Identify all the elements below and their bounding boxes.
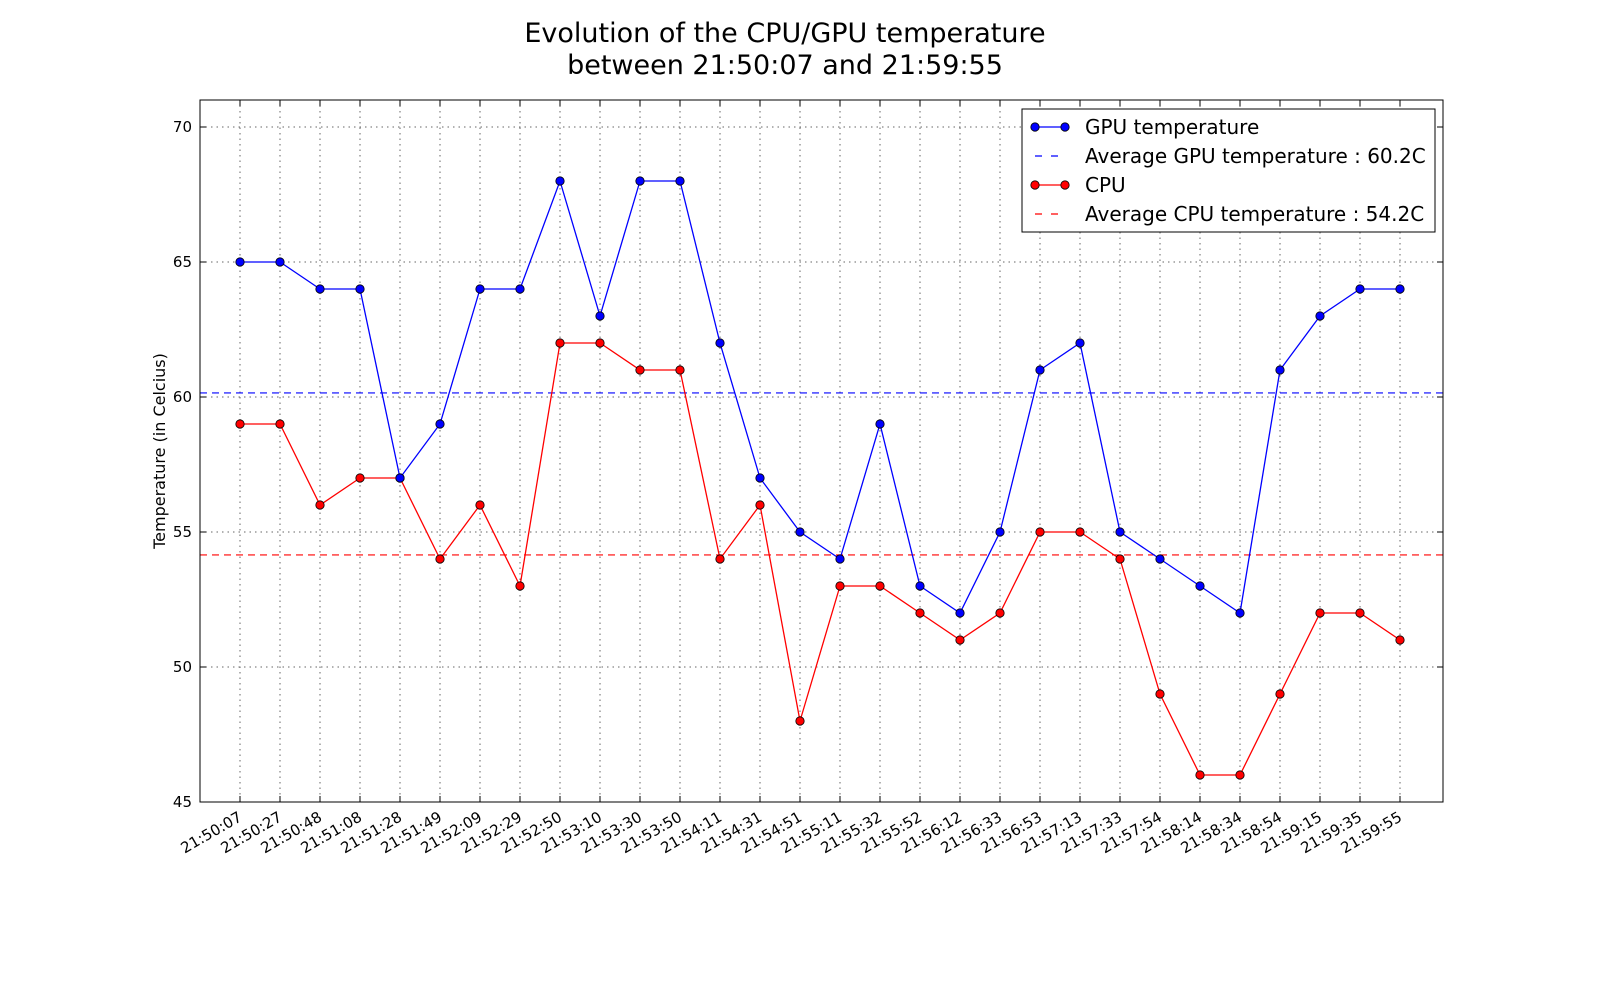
gpu-point <box>435 419 445 429</box>
cpu-point <box>1235 770 1245 780</box>
gpu-point <box>1395 284 1405 294</box>
gpu-point <box>675 176 685 186</box>
cpu-point <box>1395 635 1405 645</box>
cpu-point <box>675 365 685 375</box>
gpu-point <box>635 176 645 186</box>
legend-cpu-marker <box>1030 180 1040 190</box>
gpu-point <box>795 527 805 537</box>
y-tick-label: 45 <box>173 793 192 811</box>
chart-title-line-1: Evolution of the CPU/GPU temperature <box>524 18 1045 49</box>
gpu-point <box>875 419 885 429</box>
y-axis-label: Temperature (in Celcius) <box>150 353 169 550</box>
gpu-point <box>555 176 565 186</box>
gpu-point <box>1235 608 1245 618</box>
gpu-point <box>995 527 1005 537</box>
cpu-point <box>1075 527 1085 537</box>
gpu-point <box>715 338 725 348</box>
legend-avg-cpu-label: Average CPU temperature : 54.2C <box>1085 202 1424 226</box>
cpu-point <box>435 554 445 564</box>
cpu-point <box>315 500 325 510</box>
cpu-point <box>1035 527 1045 537</box>
cpu-point <box>275 419 285 429</box>
cpu-point <box>595 338 605 348</box>
cpu-point <box>995 608 1005 618</box>
gpu-point <box>955 608 965 618</box>
cpu-point <box>1195 770 1205 780</box>
gpu-series-line <box>240 178 1400 615</box>
gpu-point <box>1115 527 1125 537</box>
gpu-point <box>1035 365 1045 375</box>
legend-cpu-marker <box>1060 180 1070 190</box>
gpu-point <box>235 257 245 267</box>
gpu-point <box>1315 311 1325 321</box>
gpu-point <box>515 284 525 294</box>
cpu-point <box>1275 689 1285 699</box>
y-tick-label: 60 <box>173 388 192 406</box>
gpu-point <box>315 284 325 294</box>
chart-title-line-2: between 21:50:07 and 21:59:55 <box>567 50 1003 81</box>
cpu-point <box>475 500 485 510</box>
legend-frame <box>1021 108 1436 233</box>
y-tick-label: 65 <box>173 253 192 271</box>
cpu-point <box>515 581 525 591</box>
legend-gpu-marker <box>1030 122 1040 132</box>
legend-cpu-label: CPU <box>1085 173 1126 197</box>
cpu-series-line <box>240 342 1401 776</box>
cpu-point <box>795 716 805 726</box>
legend: GPU temperature Average GPU temperature :… <box>1021 108 1436 233</box>
gpu-point <box>755 473 765 483</box>
plot-frame <box>199 99 1444 803</box>
gpu-point <box>355 284 365 294</box>
gpu-point <box>1355 284 1365 294</box>
cpu-point <box>355 473 365 483</box>
cpu-point <box>955 635 965 645</box>
cpu-point <box>755 500 765 510</box>
cpu-point <box>635 365 645 375</box>
gpu-point <box>835 554 845 564</box>
cpu-point <box>1355 608 1365 618</box>
reference-lines <box>200 392 1443 556</box>
cpu-point <box>1315 608 1325 618</box>
gpu-point <box>1155 554 1165 564</box>
cpu-point <box>555 338 565 348</box>
gpu-point <box>915 581 925 591</box>
cpu-point <box>715 554 725 564</box>
cpu-point <box>1155 689 1165 699</box>
series <box>235 176 1405 780</box>
cpu-point <box>1115 554 1125 564</box>
cpu-point <box>235 419 245 429</box>
cpu-point <box>835 581 845 591</box>
cpu-point <box>915 608 925 618</box>
gpu-point <box>595 311 605 321</box>
gpu-point <box>275 257 285 267</box>
legend-gpu-marker <box>1060 122 1070 132</box>
gpu-point <box>1275 365 1285 375</box>
gpu-point <box>395 473 405 483</box>
y-tick-label: 70 <box>173 118 192 136</box>
cpu-point <box>875 581 885 591</box>
gpu-point <box>1195 581 1205 591</box>
gpu-point <box>1075 338 1085 348</box>
legend-avg-gpu-label: Average GPU temperature : 60.2C <box>1085 144 1426 168</box>
legend-gpu-label: GPU temperature <box>1085 115 1259 139</box>
y-tick-label: 55 <box>173 523 192 541</box>
gpu-point <box>475 284 485 294</box>
y-tick-label: 50 <box>173 658 192 676</box>
